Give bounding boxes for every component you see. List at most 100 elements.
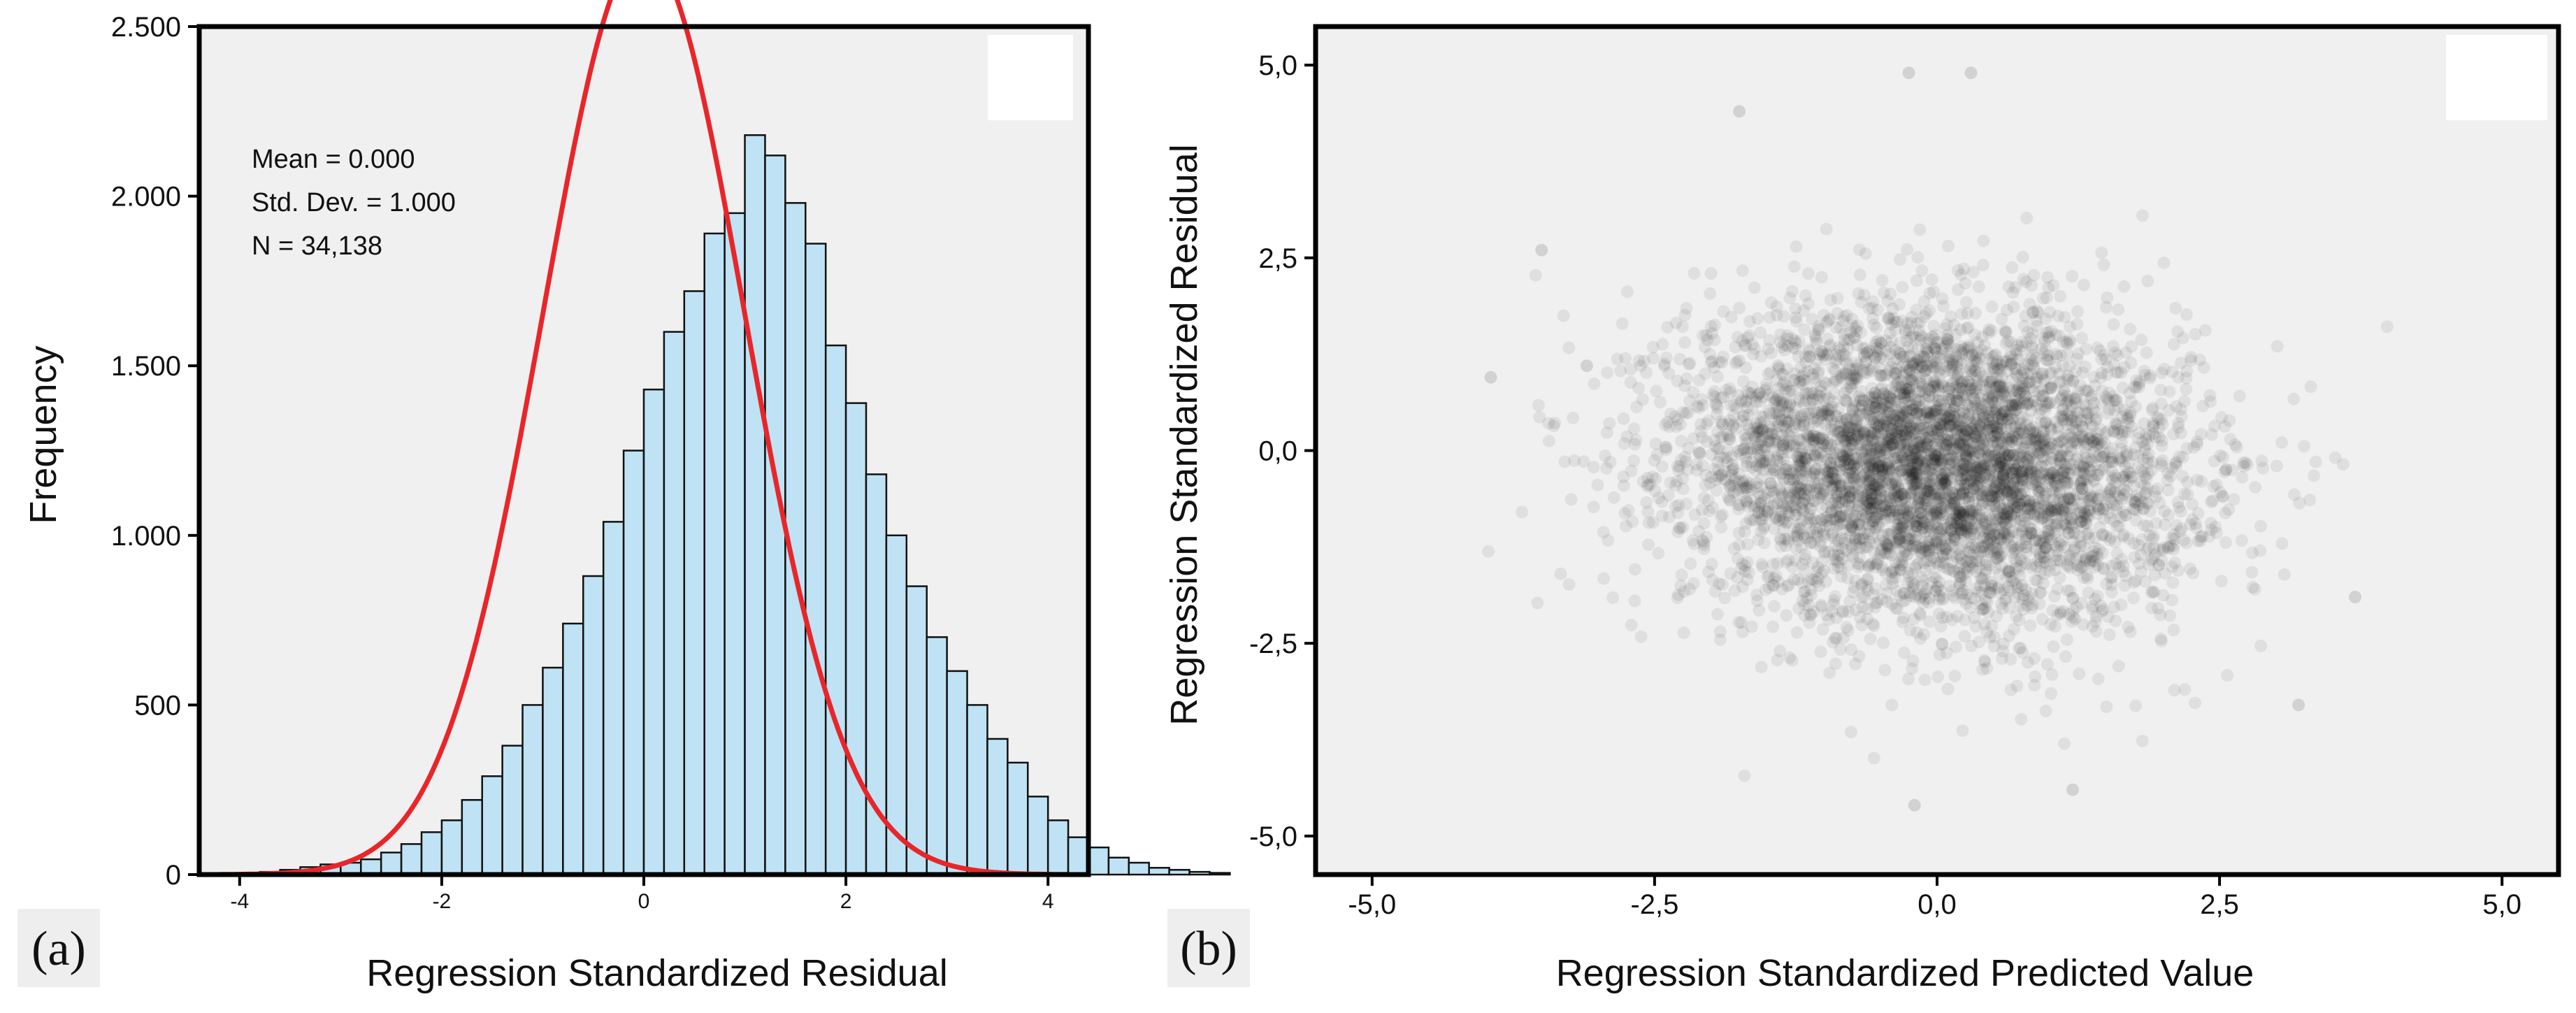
scatter-point bbox=[2166, 461, 2179, 475]
scatter-point bbox=[2230, 440, 2243, 454]
scatter-point bbox=[2215, 575, 2228, 588]
scatter-point bbox=[1971, 464, 1985, 477]
scatter-point bbox=[2026, 598, 2039, 612]
scatter-point bbox=[2143, 558, 2156, 571]
scatter-point bbox=[1985, 575, 1998, 589]
scatter-point bbox=[1748, 420, 1761, 433]
scatter-point bbox=[1996, 380, 2009, 393]
scatter-point bbox=[1929, 329, 1942, 342]
scatter-point bbox=[1815, 380, 1828, 393]
scatter-point bbox=[1782, 434, 1794, 447]
scatter-point bbox=[2153, 543, 2166, 556]
scatter-point bbox=[2033, 485, 2046, 498]
panel-a-label: (a) bbox=[31, 922, 86, 976]
scatter-point bbox=[2056, 389, 2069, 402]
scatter-point bbox=[1866, 427, 1879, 440]
scatter-point bbox=[1724, 567, 1737, 580]
scatter-point bbox=[1841, 471, 1855, 484]
scatter-point bbox=[1986, 392, 1999, 405]
scatter-point bbox=[1776, 471, 1790, 484]
scatter-point bbox=[2027, 360, 2041, 373]
scatter-point bbox=[1926, 457, 1939, 470]
scatter-point bbox=[1843, 505, 1857, 518]
scatter-point bbox=[1779, 414, 1792, 427]
scatter-point bbox=[2172, 417, 2185, 430]
histogram-bar bbox=[1107, 856, 1130, 876]
scatter-point bbox=[1989, 371, 2003, 385]
scatter-point bbox=[1628, 563, 1641, 576]
scatter-point bbox=[2014, 498, 2027, 511]
scatter-point bbox=[1810, 337, 1823, 350]
scatter-point bbox=[1974, 571, 1987, 584]
scatter-point bbox=[1766, 620, 1780, 633]
scatter-point bbox=[1663, 420, 1676, 433]
scatter-point bbox=[1962, 321, 1975, 334]
scatter-point bbox=[2190, 522, 2203, 535]
scatter-point bbox=[1738, 769, 1751, 782]
scatter-point bbox=[2079, 360, 2092, 373]
scatter-point bbox=[1993, 501, 2006, 514]
scatter-point bbox=[2064, 510, 2077, 523]
scatter-point bbox=[1723, 481, 1736, 494]
scatter-point bbox=[1533, 410, 1546, 424]
scatter-point bbox=[2004, 358, 2017, 371]
scatter-point bbox=[1934, 436, 1948, 449]
scatter-point bbox=[2110, 547, 2124, 560]
scatter-point bbox=[1755, 557, 1769, 570]
scatter-point bbox=[1940, 529, 1953, 543]
scatter-point bbox=[1942, 239, 1955, 252]
scatter-point bbox=[1851, 431, 1864, 443]
scatter-point bbox=[1787, 438, 1800, 451]
scatter-point bbox=[1636, 393, 1649, 406]
scatter-point bbox=[1704, 267, 1718, 280]
scatter-point bbox=[1785, 285, 1799, 298]
scatter-point bbox=[1715, 468, 1729, 481]
scatter-point bbox=[1607, 491, 1620, 504]
scatter-point bbox=[1692, 445, 1706, 459]
scatter-point bbox=[2181, 488, 2194, 501]
scatter-point bbox=[2023, 465, 2036, 478]
scatter-point bbox=[1991, 582, 2004, 595]
scatter-point bbox=[2011, 475, 2024, 488]
scatter-point bbox=[1941, 337, 1955, 350]
scatter-point bbox=[1740, 459, 1753, 473]
scatter-point bbox=[1903, 454, 1916, 468]
scatter-point bbox=[1908, 445, 1921, 458]
scatter-point bbox=[2081, 491, 2094, 504]
scatter-point bbox=[1863, 402, 1876, 415]
scatter-point bbox=[1955, 488, 1968, 501]
scatter-point bbox=[1913, 468, 1927, 481]
scatter-point bbox=[1898, 464, 1911, 477]
scatter-point bbox=[1743, 442, 1757, 455]
scatter-point bbox=[1740, 494, 1753, 508]
scatter-point bbox=[2256, 461, 2269, 475]
scatter-point bbox=[1981, 346, 1994, 359]
scatter-point bbox=[2044, 618, 2057, 631]
scatter-point bbox=[1661, 321, 1674, 333]
scatter-point bbox=[1822, 545, 1835, 559]
scatter-point bbox=[1961, 469, 1974, 482]
scatter-point bbox=[1983, 323, 1996, 336]
scatter-point bbox=[1899, 471, 1913, 484]
scatter-point bbox=[2008, 403, 2022, 416]
scatter-point bbox=[1815, 513, 1828, 526]
scatter-point bbox=[1790, 315, 1803, 328]
scatter-point bbox=[1922, 431, 1936, 444]
scatter-point bbox=[1936, 380, 1949, 393]
scatter-point bbox=[2078, 473, 2091, 486]
scatter-point bbox=[1811, 572, 1825, 585]
scatter-point bbox=[2007, 412, 2020, 425]
scatter-point bbox=[2012, 426, 2025, 440]
scatter-point bbox=[1920, 484, 1934, 498]
panel-a-label-background bbox=[17, 909, 100, 987]
scatter-point bbox=[2173, 501, 2185, 514]
scatter-point bbox=[2051, 582, 2064, 596]
scatter-point bbox=[1904, 316, 1917, 329]
scatter-point bbox=[2077, 278, 2090, 292]
scatter-point bbox=[1804, 502, 1817, 515]
scatter-point bbox=[1981, 545, 1994, 559]
scatter-point bbox=[2003, 566, 2017, 578]
scatter-point bbox=[1930, 522, 1943, 536]
scatter-point bbox=[1876, 463, 1889, 476]
scatter-point bbox=[1587, 501, 1600, 514]
